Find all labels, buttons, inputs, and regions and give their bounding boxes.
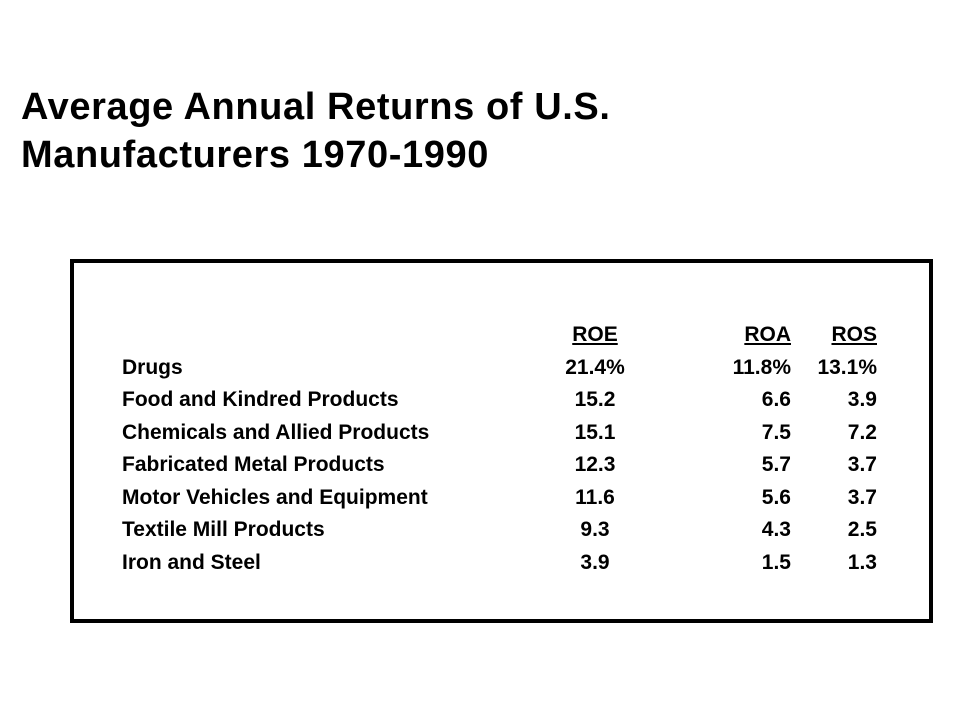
header-roa: ROA (744, 323, 791, 347)
table-row: Motor Vehicles and Equipment 11.6 5.6 3.… (122, 482, 877, 515)
roa-cell: 5.6 (761, 485, 791, 509)
roa-cell: 11.8% (732, 355, 791, 379)
table-row: Chemicals and Allied Products 15.1 7.5 7… (122, 417, 877, 450)
title-line-1: Average Annual Returns of U.S. (21, 86, 611, 128)
roa-cell: 4.3 (761, 518, 791, 542)
ros-cell: 3.9 (847, 388, 877, 412)
returns-table: ROE ROA ROS Drugs 21.4% 11.8% 13.1% Food… (122, 319, 877, 579)
table-row: Fabricated Metal Products 12.3 5.7 3.7 (122, 449, 877, 482)
roe-cell: 11.6 (575, 485, 615, 509)
table-row: Food and Kindred Products 15.2 6.6 3.9 (122, 384, 877, 417)
industry-cell: Motor Vehicles and Equipment (122, 485, 428, 509)
roa-cell: 6.6 (761, 388, 791, 412)
roa-cell: 5.7 (761, 453, 791, 477)
header-industry (122, 319, 554, 352)
table-row: Iron and Steel 3.9 1.5 1.3 (122, 547, 877, 580)
header-ros: ROS (831, 323, 877, 347)
roe-cell: 21.4% (565, 355, 625, 379)
roe-cell: 3.9 (580, 550, 610, 574)
roe-cell: 12.3 (574, 453, 616, 477)
roa-cell: 7.5 (761, 420, 791, 444)
table-row: Drugs 21.4% 11.8% 13.1% (122, 352, 877, 385)
industry-cell: Food and Kindred Products (122, 388, 399, 412)
roa-cell: 1.5 (761, 550, 791, 574)
ros-cell: 3.7 (847, 485, 877, 509)
industry-cell: Fabricated Metal Products (122, 453, 385, 477)
roe-cell: 15.1 (574, 420, 616, 444)
ros-cell: 3.7 (847, 453, 877, 477)
ros-cell: 1.3 (847, 550, 877, 574)
industry-cell: Chemicals and Allied Products (122, 420, 430, 444)
table-frame: ROE ROA ROS Drugs 21.4% 11.8% 13.1% Food… (70, 259, 933, 623)
table-row: Textile Mill Products 9.3 4.3 2.5 (122, 514, 877, 547)
ros-cell: 2.5 (847, 518, 877, 542)
title-line-2: Manufacturers 1970-1990 (21, 134, 489, 176)
header-roe: ROE (572, 323, 618, 347)
industry-cell: Drugs (122, 355, 183, 379)
roe-cell: 9.3 (580, 518, 610, 542)
header-row: ROE ROA ROS (122, 319, 877, 352)
ros-cell: 7.2 (847, 420, 877, 444)
slide-title: Average Annual Returns of U.S. Manufactu… (21, 83, 921, 179)
industry-cell: Textile Mill Products (122, 518, 325, 542)
roe-cell: 15.2 (574, 388, 616, 412)
industry-cell: Iron and Steel (122, 550, 261, 574)
ros-cell: 13.1% (817, 355, 877, 379)
